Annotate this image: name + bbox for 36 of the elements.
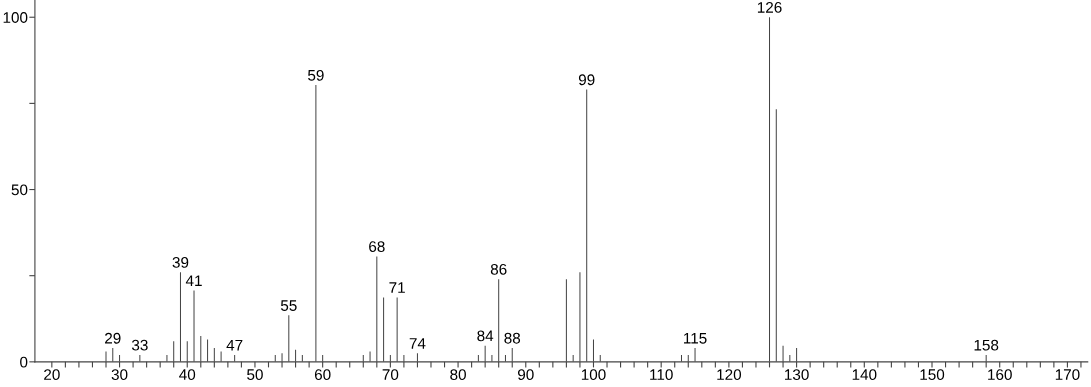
x-tick-label: 170 (1055, 369, 1080, 381)
annotation: 29 (105, 332, 121, 344)
x-tick-label: 60 (314, 369, 331, 381)
annotation: 115 (684, 332, 707, 344)
x-tick-label: 20 (44, 369, 60, 381)
annotation: 158 (974, 339, 999, 351)
x-tick-label: 120 (717, 369, 742, 381)
annotation: 88 (504, 332, 521, 344)
annotation: 55 (280, 300, 297, 311)
annotation: 86 (490, 263, 507, 275)
x-tick-label: 130 (785, 369, 809, 381)
x-tick-label: 50 (247, 369, 263, 381)
annotation: 74 (409, 338, 426, 349)
annotation: 71 (389, 282, 405, 293)
x-tick-label: 80 (450, 369, 466, 381)
annotation: 68 (369, 241, 385, 252)
y-tick-label: 50 (11, 184, 28, 196)
x-tick-label: 30 (111, 369, 128, 381)
x-tick-label: 140 (852, 369, 877, 381)
y-tick-label: 0 (20, 356, 28, 368)
x-tick-label: 70 (382, 369, 399, 381)
x-tick-label: 40 (179, 369, 196, 381)
annotation: 126 (757, 2, 782, 13)
annotation: 41 (185, 275, 202, 286)
annotation: 39 (172, 257, 189, 268)
annotation: 84 (477, 330, 494, 342)
x-tick-label: 110 (650, 369, 673, 381)
x-tick-label: 150 (920, 369, 945, 381)
x-tick-label: 100 (581, 369, 606, 381)
annotation: 47 (226, 339, 243, 351)
annotation: 59 (308, 69, 324, 81)
annotation: 99 (578, 74, 595, 86)
x-tick-label: 90 (517, 369, 534, 381)
x-tick-label: 160 (988, 369, 1012, 381)
y-tick-label: 100 (3, 12, 28, 23)
annotation: 33 (131, 339, 148, 351)
